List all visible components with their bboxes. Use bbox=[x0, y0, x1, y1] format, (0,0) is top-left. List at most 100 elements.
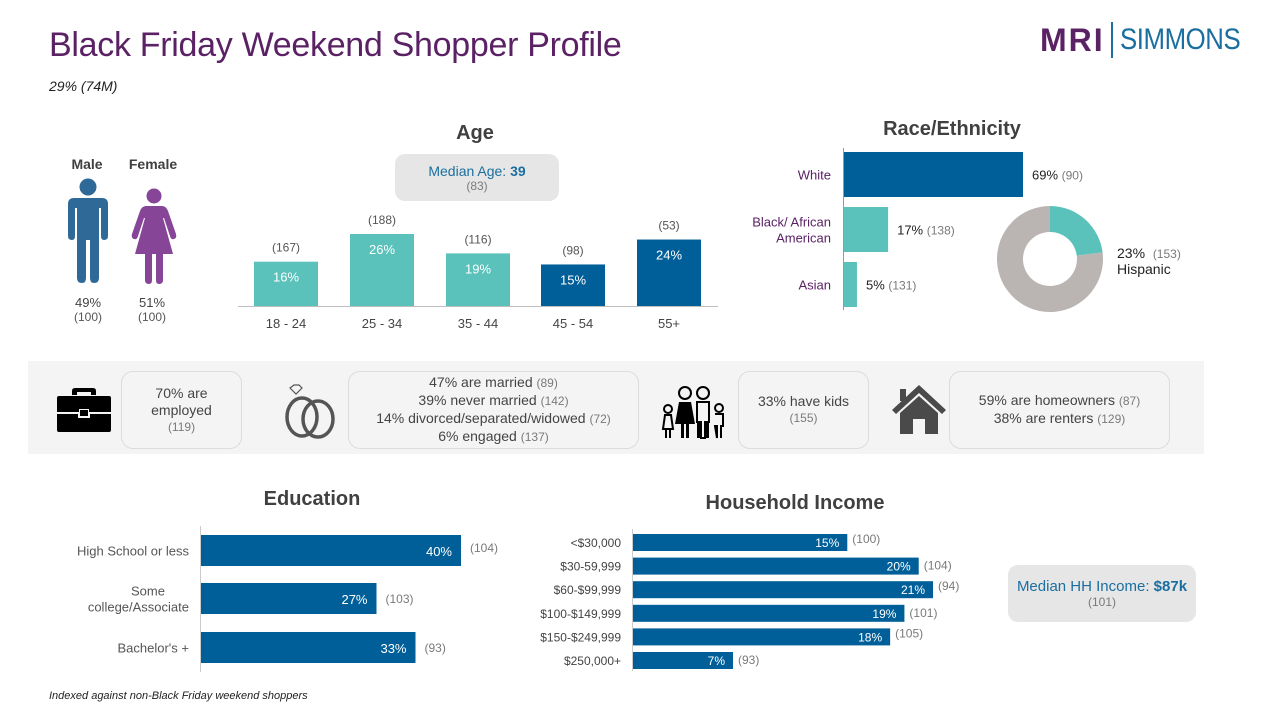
income-category-label: $60-$99,999 bbox=[554, 583, 622, 597]
income-category-label: <$30,000 bbox=[571, 536, 622, 550]
income-bar bbox=[633, 604, 905, 622]
age-bar bbox=[446, 253, 510, 306]
income-bar-value-label: 20% bbox=[887, 560, 911, 574]
income-bar-index-label: (100) bbox=[852, 532, 880, 546]
marital-line: 39% never married (142) bbox=[418, 392, 569, 408]
race-bar-value-label: 69% (90) bbox=[1032, 168, 1083, 183]
race-category-label: Asian bbox=[798, 278, 831, 293]
female-pct: 51% bbox=[138, 295, 166, 310]
age-bar-value-label: 24% bbox=[656, 248, 682, 263]
age-title: Age bbox=[456, 122, 494, 144]
age-bar-index-label: (98) bbox=[562, 243, 583, 257]
income-category-label: $150-$249,999 bbox=[540, 630, 621, 644]
education-category-label: college/Associate bbox=[88, 600, 189, 615]
age-category-label: 45 - 54 bbox=[553, 316, 593, 331]
housing-line: 38% are renters (129) bbox=[993, 410, 1126, 426]
age-bar-value-label: 16% bbox=[273, 270, 299, 285]
kids-index: (155) bbox=[789, 411, 818, 425]
median-income-box: Median HH Income: $87k (101) bbox=[1008, 565, 1196, 622]
age-category-label: 35 - 44 bbox=[458, 316, 498, 331]
age-chart: 16% (167) 18 - 24 26% (188) 25 - 34 19% (116) 35… bbox=[238, 213, 718, 331]
race-bar bbox=[844, 262, 857, 307]
donut-slice-hispanic bbox=[1050, 206, 1103, 256]
income-title: Household Income bbox=[705, 492, 885, 514]
income-bar-index-label: (93) bbox=[738, 653, 759, 667]
briefcase-icon bbox=[57, 388, 111, 432]
income-category-label: $100-$149,999 bbox=[540, 607, 621, 621]
hispanic-donut-chart bbox=[997, 206, 1103, 312]
income-category-label: $30-59,999 bbox=[560, 560, 621, 574]
female-index: (100) bbox=[137, 310, 166, 324]
age-bar-value-label: 19% bbox=[465, 261, 491, 276]
footnote: Indexed against non-Black Friday weekend… bbox=[49, 690, 308, 702]
race-category-label: American bbox=[776, 231, 831, 246]
marital-card: 47% are married (89) 39% never married (… bbox=[348, 371, 639, 449]
education-category-label: Some bbox=[131, 584, 165, 599]
employment-card: 70% are employed (119) bbox=[121, 371, 242, 449]
median-age-label: Median Age: bbox=[428, 163, 511, 179]
income-bar bbox=[633, 652, 733, 669]
logo-simmons-text: SIMMONS bbox=[1119, 23, 1241, 56]
age-bar bbox=[350, 234, 414, 306]
median-income-label: Median HH Income: bbox=[1016, 578, 1154, 595]
age-bar-index-label: (188) bbox=[368, 213, 396, 227]
median-income-index: (101) bbox=[1087, 595, 1116, 609]
page-title: Black Friday Weekend Shopper Profile bbox=[49, 26, 622, 64]
race-bar-index-label: (90) bbox=[1062, 169, 1083, 183]
age-category-label: 55+ bbox=[658, 316, 680, 331]
logo-mri-text: MRI bbox=[1040, 21, 1105, 58]
income-bar-value-label: 15% bbox=[815, 536, 839, 550]
male-stat: 49% (100) bbox=[58, 295, 118, 325]
education-bar bbox=[201, 535, 461, 566]
employment-line1: 70% are bbox=[155, 384, 208, 401]
female-label: Female bbox=[128, 156, 178, 172]
income-chart: 15% (100) <$30,000 20% (104) $30-59,999 21% (94… bbox=[540, 529, 959, 671]
education-bar-value-label: 40% bbox=[426, 544, 452, 559]
age-bar-value-label: 15% bbox=[560, 272, 586, 287]
income-bar-index-label: (105) bbox=[895, 626, 923, 640]
hispanic-label: Hispanic bbox=[1117, 261, 1171, 277]
income-bar-value-label: 7% bbox=[708, 654, 726, 668]
race-bar-value-label: 17% (138) bbox=[897, 223, 955, 238]
marital-line: 14% divorced/separated/widowed (72) bbox=[376, 410, 611, 426]
income-bar-value-label: 21% bbox=[901, 583, 925, 597]
hispanic-pct: 23% bbox=[1117, 245, 1146, 261]
education-bar-value-label: 27% bbox=[341, 592, 367, 607]
employment-line2: employed bbox=[151, 401, 212, 418]
male-figure-icon bbox=[68, 178, 108, 283]
housing-line: 59% are homeowners (87) bbox=[978, 392, 1141, 408]
median-age-index: (83) bbox=[466, 179, 488, 193]
education-category-label: Bachelor's + bbox=[118, 641, 190, 656]
male-index: (100) bbox=[73, 310, 102, 324]
male-label: Male bbox=[71, 156, 103, 172]
house-icon bbox=[892, 385, 946, 434]
housing-card: 59% are homeowners (87) 38% are renters … bbox=[949, 371, 1170, 449]
family-icon bbox=[661, 386, 724, 439]
age-bar bbox=[254, 261, 318, 306]
education-bar bbox=[201, 632, 416, 663]
race-title: Race/Ethnicity bbox=[883, 118, 1021, 140]
income-bar-value-label: 19% bbox=[872, 607, 896, 621]
kids-text: 33% have kids bbox=[757, 393, 850, 409]
kids-card: 33% have kids (155) bbox=[738, 371, 869, 449]
income-bar bbox=[633, 534, 848, 551]
marital-line: 6% engaged (137) bbox=[438, 428, 549, 444]
median-income-value: $87k bbox=[1153, 578, 1188, 595]
mri-simmons-logo: MRI SIMMONS bbox=[1040, 20, 1260, 60]
age-bar-value-label: 26% bbox=[369, 242, 395, 257]
income-bar-index-label: (94) bbox=[938, 579, 959, 593]
male-pct: 49% bbox=[74, 295, 102, 310]
education-title: Education bbox=[263, 488, 361, 510]
income-bar bbox=[633, 628, 891, 646]
median-age-value: 39 bbox=[510, 163, 526, 179]
female-stat: 51% (100) bbox=[122, 295, 182, 325]
income-bar-value-label: 18% bbox=[858, 630, 882, 644]
education-bar-index-label: (93) bbox=[425, 641, 446, 655]
education-bar bbox=[201, 583, 377, 614]
hispanic-stat: 23% (153) Hispanic bbox=[1117, 245, 1181, 277]
race-bar bbox=[844, 152, 1023, 197]
hispanic-index: (153) bbox=[1152, 247, 1181, 261]
income-bar bbox=[633, 581, 933, 599]
wedding-rings-icon bbox=[285, 384, 335, 439]
